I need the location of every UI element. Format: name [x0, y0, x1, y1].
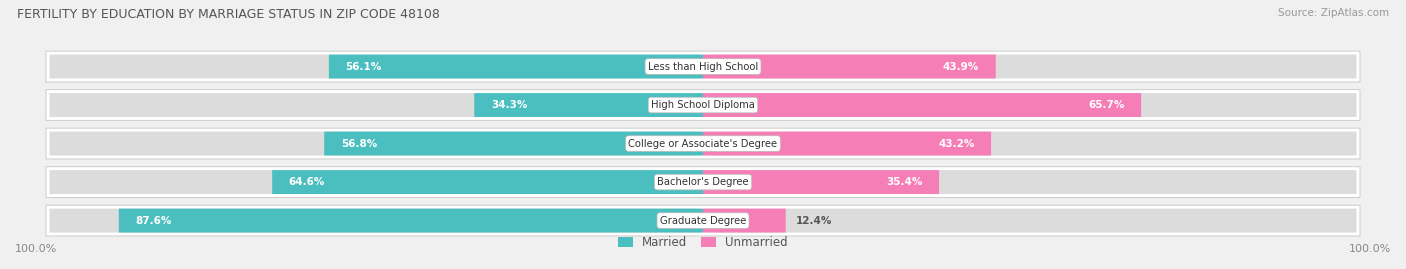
FancyBboxPatch shape	[706, 93, 1357, 117]
FancyBboxPatch shape	[706, 132, 1357, 155]
FancyBboxPatch shape	[49, 55, 700, 79]
FancyBboxPatch shape	[46, 167, 1360, 197]
Text: 34.3%: 34.3%	[491, 100, 527, 110]
FancyBboxPatch shape	[703, 55, 995, 79]
FancyBboxPatch shape	[703, 209, 786, 232]
FancyBboxPatch shape	[49, 170, 700, 194]
Text: 43.9%: 43.9%	[943, 62, 979, 72]
FancyBboxPatch shape	[46, 51, 1360, 82]
FancyBboxPatch shape	[703, 170, 939, 194]
FancyBboxPatch shape	[120, 209, 703, 232]
FancyBboxPatch shape	[703, 93, 1142, 117]
Text: 87.6%: 87.6%	[135, 215, 172, 226]
FancyBboxPatch shape	[703, 132, 991, 155]
FancyBboxPatch shape	[706, 55, 1357, 79]
FancyBboxPatch shape	[49, 132, 700, 155]
FancyBboxPatch shape	[706, 170, 1357, 194]
FancyBboxPatch shape	[46, 90, 1360, 121]
Text: 65.7%: 65.7%	[1088, 100, 1125, 110]
FancyBboxPatch shape	[273, 170, 703, 194]
FancyBboxPatch shape	[325, 132, 703, 155]
Text: Less than High School: Less than High School	[648, 62, 758, 72]
FancyBboxPatch shape	[49, 93, 700, 117]
Text: FERTILITY BY EDUCATION BY MARRIAGE STATUS IN ZIP CODE 48108: FERTILITY BY EDUCATION BY MARRIAGE STATU…	[17, 8, 440, 21]
Text: College or Associate's Degree: College or Associate's Degree	[628, 139, 778, 148]
Text: 56.8%: 56.8%	[340, 139, 377, 148]
Text: High School Diploma: High School Diploma	[651, 100, 755, 110]
FancyBboxPatch shape	[329, 55, 703, 79]
FancyBboxPatch shape	[46, 205, 1360, 236]
Text: 56.1%: 56.1%	[346, 62, 382, 72]
Text: 64.6%: 64.6%	[288, 177, 325, 187]
Legend: Married, Unmarried: Married, Unmarried	[619, 236, 787, 249]
Text: Graduate Degree: Graduate Degree	[659, 215, 747, 226]
FancyBboxPatch shape	[706, 209, 1357, 232]
Text: Source: ZipAtlas.com: Source: ZipAtlas.com	[1278, 8, 1389, 18]
FancyBboxPatch shape	[46, 128, 1360, 159]
Text: 43.2%: 43.2%	[938, 139, 974, 148]
Text: 35.4%: 35.4%	[886, 177, 922, 187]
FancyBboxPatch shape	[49, 209, 700, 232]
FancyBboxPatch shape	[474, 93, 703, 117]
Text: 12.4%: 12.4%	[796, 215, 832, 226]
Text: Bachelor's Degree: Bachelor's Degree	[657, 177, 749, 187]
